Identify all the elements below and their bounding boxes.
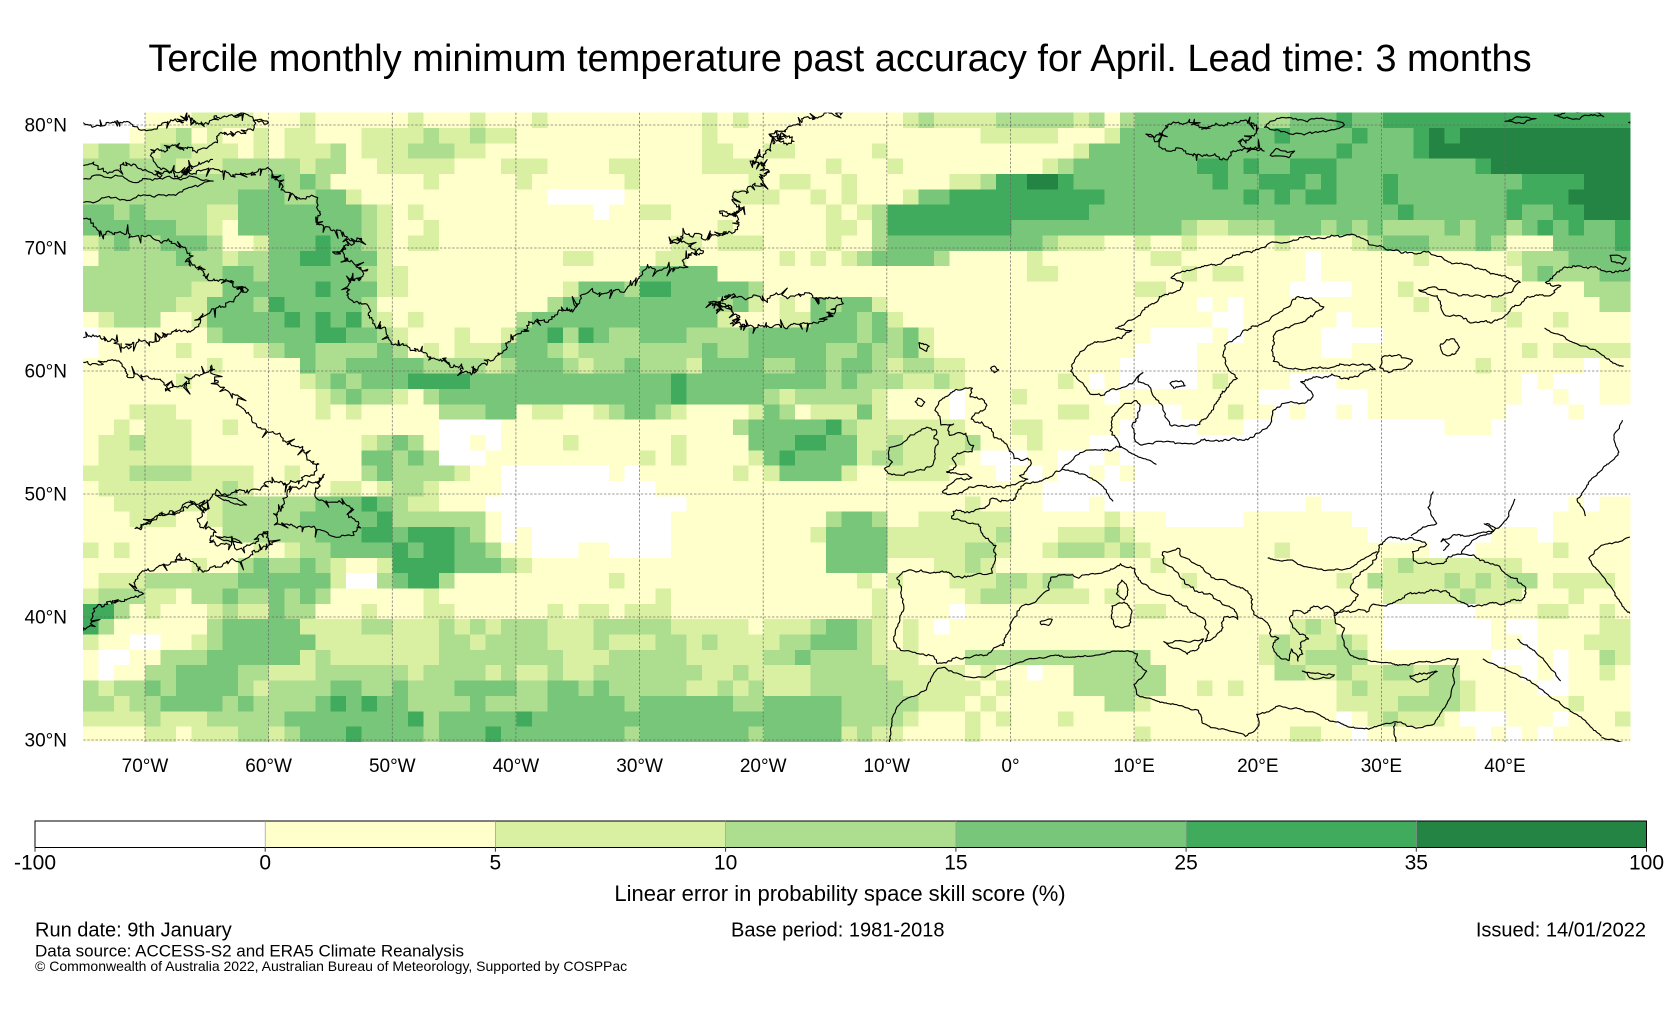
svg-text:-100: -100 [14,852,56,875]
svg-text:10°W: 10°W [863,756,910,777]
svg-text:30°W: 30°W [616,756,663,777]
svg-text:40°W: 40°W [493,756,540,777]
svg-text:70°W: 70°W [122,756,169,777]
svg-text:Tercile monthly minimum temper: Tercile monthly minimum temperature past… [148,38,1531,80]
svg-text:20°W: 20°W [740,756,787,777]
svg-text:15: 15 [944,852,967,875]
svg-text:70°N: 70°N [25,239,67,260]
svg-text:60°N: 60°N [25,362,67,383]
svg-text:50°W: 50°W [369,756,416,777]
svg-text:20°E: 20°E [1237,756,1278,777]
svg-text:50°N: 50°N [25,485,67,506]
svg-text:0: 0 [259,852,271,875]
svg-text:Base period: 1981-2018: Base period: 1981-2018 [731,920,945,942]
svg-text:30°E: 30°E [1361,756,1402,777]
svg-text:100: 100 [1629,852,1664,875]
svg-text:40°N: 40°N [25,608,67,629]
svg-text:10: 10 [714,852,737,875]
svg-text:35: 35 [1405,852,1428,875]
svg-text:10°E: 10°E [1113,756,1154,777]
svg-text:Data source: ACCESS-S2 and ERA: Data source: ACCESS-S2 and ERA5 Climate … [35,942,464,961]
svg-text:40°E: 40°E [1484,756,1525,777]
svg-text:Run date: 9th January: Run date: 9th January [35,920,232,942]
svg-text:0°: 0° [1001,756,1019,777]
svg-text:60°W: 60°W [245,756,292,777]
svg-text:Issued: 14/01/2022: Issued: 14/01/2022 [1476,920,1646,942]
svg-text:25: 25 [1174,852,1197,875]
svg-text:Linear error in probability sp: Linear error in probability space skill … [614,881,1065,906]
svg-text:© Commonwealth of Australia 20: © Commonwealth of Australia 2022, Austra… [35,958,627,974]
svg-text:80°N: 80°N [25,116,67,137]
svg-text:30°N: 30°N [25,731,67,752]
svg-text:5: 5 [490,852,502,875]
